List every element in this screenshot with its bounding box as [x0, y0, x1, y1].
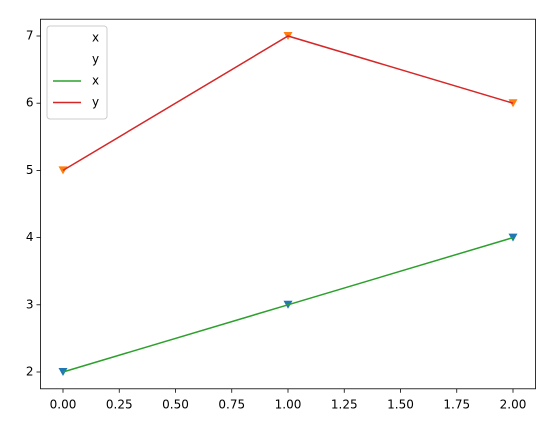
- legend-label: y: [92, 52, 99, 66]
- y-tick-label: 2: [26, 365, 34, 379]
- legend-label: x: [92, 31, 99, 45]
- x-tick-label: 2.00: [500, 397, 527, 411]
- x-tick-label: 1.25: [331, 397, 358, 411]
- x-tick-label: 1.75: [443, 397, 470, 411]
- x-tick-label: 0.50: [162, 397, 189, 411]
- legend-label: x: [92, 74, 99, 88]
- x-tick-label: 0.25: [106, 397, 133, 411]
- x-tick-label: 0.75: [218, 397, 245, 411]
- line: [62, 236, 514, 373]
- legend-box: [46, 25, 108, 120]
- y-tick-label: 7: [26, 29, 34, 43]
- x-tick-label: 0.00: [50, 397, 77, 411]
- legend-label: y: [92, 95, 99, 109]
- x-tick-label: 1.00: [275, 397, 302, 411]
- plot-frame: [40, 18, 536, 390]
- y-tick-label: 6: [26, 96, 34, 110]
- y-tick-label: 3: [26, 297, 34, 311]
- line: [62, 35, 514, 172]
- y-tick-label: 4: [26, 230, 34, 244]
- x-tick-label: 1.50: [387, 397, 414, 411]
- y-tick-label: 5: [26, 163, 34, 177]
